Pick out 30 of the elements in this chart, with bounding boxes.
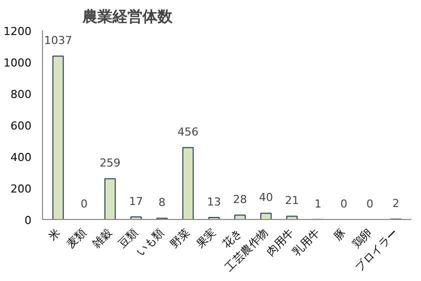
data-label: 0	[80, 198, 88, 210]
data-label: 1	[314, 197, 322, 210]
x-tick-label: 米	[46, 226, 63, 243]
data-label: 28	[232, 193, 247, 206]
x-tick-label: 果実	[194, 226, 219, 251]
x-tick-label: 豆類	[116, 226, 141, 251]
x-tick-label: 野菜	[168, 226, 193, 251]
data-label: 0	[340, 198, 348, 210]
data-label: 21	[284, 194, 299, 208]
x-tick-label: 麦類	[64, 226, 89, 251]
y-tick-label: 800	[10, 88, 32, 101]
data-label: 13	[207, 195, 222, 208]
y-tick-label: 600	[10, 120, 32, 132]
data-label: 2	[392, 197, 400, 210]
y-tick-label: 400	[10, 151, 32, 164]
y-tick-label: 0	[24, 214, 32, 227]
y-tick-label: 1000	[4, 56, 32, 70]
data-label: 40	[258, 191, 273, 204]
x-tick-label: 豚	[332, 226, 349, 243]
data-label: 1037	[44, 34, 72, 48]
x-tick-label: 鶏卵	[350, 226, 375, 251]
x-tick-label: 雑穀	[90, 226, 115, 251]
data-label: 456	[178, 126, 199, 139]
data-label: 259	[100, 156, 121, 170]
data-label: 17	[129, 194, 144, 208]
data-label: 8	[158, 196, 166, 210]
chart-title: 農業経営体数	[82, 8, 174, 26]
y-tick-label: 1200	[4, 25, 32, 38]
y-tick-label: 200	[10, 182, 32, 196]
data-label: 0	[366, 198, 374, 210]
